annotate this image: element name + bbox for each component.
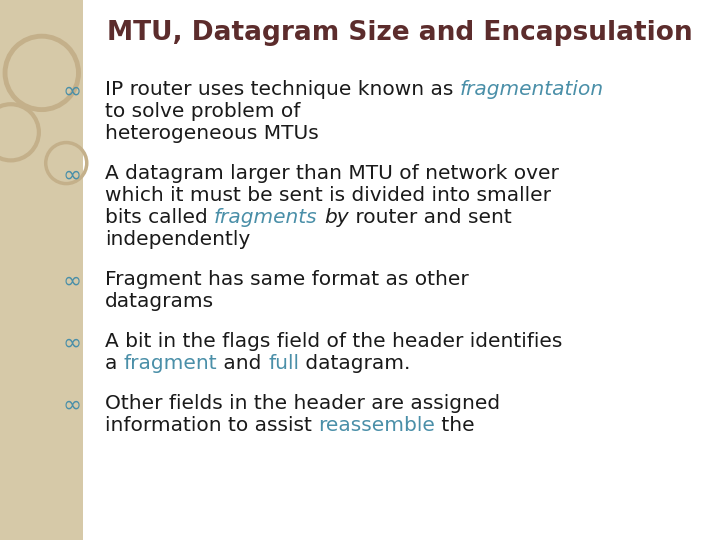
- Text: reassemble: reassemble: [318, 416, 435, 435]
- Text: Other fields in the header are assigned: Other fields in the header are assigned: [105, 394, 500, 413]
- Text: ∞: ∞: [63, 80, 81, 103]
- Text: the: the: [435, 416, 474, 435]
- Text: to solve problem of: to solve problem of: [105, 102, 300, 121]
- Bar: [0, 0, 83, 540]
- Text: by: by: [324, 208, 348, 227]
- Text: Fragment has same format as other: Fragment has same format as other: [105, 270, 469, 289]
- Text: bits called: bits called: [105, 208, 214, 227]
- Text: fragmentation: fragmentation: [460, 80, 604, 99]
- Text: fragment: fragment: [124, 354, 217, 373]
- Text: heterogeneous MTUs: heterogeneous MTUs: [105, 124, 319, 143]
- Text: ∞: ∞: [63, 394, 81, 417]
- Text: information to assist: information to assist: [105, 416, 318, 435]
- Text: A bit in the flags field of the header identifies: A bit in the flags field of the header i…: [105, 332, 562, 351]
- Text: ∞: ∞: [63, 270, 81, 293]
- Text: A datagram larger than MTU of network over: A datagram larger than MTU of network ov…: [105, 164, 559, 183]
- Text: datagram.: datagram.: [299, 354, 410, 373]
- Text: ∞: ∞: [63, 164, 81, 187]
- Text: ∞: ∞: [63, 332, 81, 355]
- Text: independently: independently: [105, 230, 251, 249]
- Text: fragments: fragments: [214, 208, 318, 227]
- Text: MTU, Datagram Size and Encapsulation: MTU, Datagram Size and Encapsulation: [107, 20, 693, 46]
- Text: full: full: [268, 354, 299, 373]
- Text: which it must be sent is divided into smaller: which it must be sent is divided into sm…: [105, 186, 551, 205]
- Text: and: and: [217, 354, 268, 373]
- Text: a: a: [105, 354, 124, 373]
- Text: router and sent: router and sent: [348, 208, 511, 227]
- Text: datagrams: datagrams: [105, 292, 214, 311]
- Text: IP router uses technique known as: IP router uses technique known as: [105, 80, 460, 99]
